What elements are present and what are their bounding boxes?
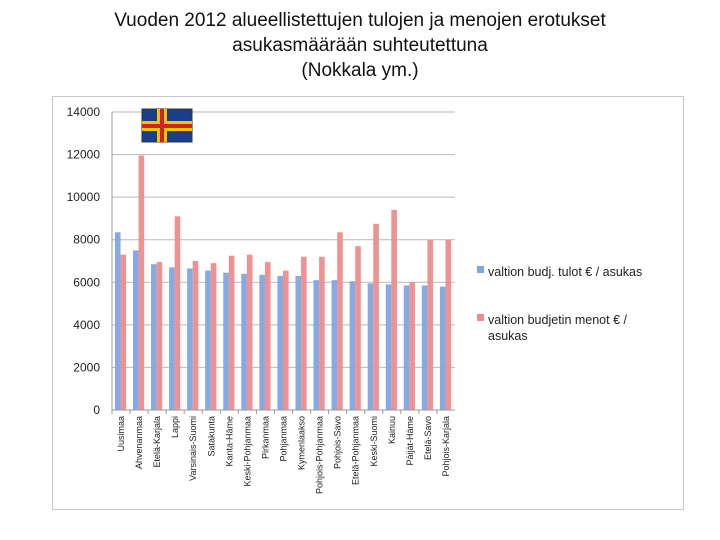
bar-tulot — [114, 232, 121, 410]
bar-menot — [427, 239, 434, 410]
category-label: Lappi — [170, 416, 180, 438]
bars — [114, 155, 452, 410]
y-tick-label: 14000 — [67, 105, 101, 119]
bar-tulot — [421, 285, 428, 410]
bar-menot — [138, 155, 145, 410]
category-label: Etelä-Savo — [423, 416, 433, 460]
bar-tulot — [151, 264, 157, 410]
category-label: Pohjois-Karjala — [441, 416, 451, 477]
bar-tulot — [169, 267, 175, 410]
category-label: Pirkanmaa — [260, 416, 270, 459]
bar-menot — [156, 262, 163, 410]
y-tick-label: 8000 — [73, 233, 100, 247]
category-label: Pohjois-Pohjanmaa — [315, 416, 325, 494]
bar-menot — [355, 246, 361, 410]
bar-menot — [337, 232, 343, 410]
legend: valtion budj. tulot € / asukas valtion bu… — [477, 265, 642, 343]
category-label: Pohjois-Savo — [333, 416, 343, 469]
y-tick-labels: 0 2000 4000 6000 8000 10000 12000 14000 — [67, 105, 101, 417]
y-tick-label: 6000 — [73, 275, 100, 289]
bar-menot — [264, 262, 271, 410]
bar-tulot — [403, 285, 410, 410]
legend-label: asukas — [488, 329, 528, 343]
aland-flag — [141, 108, 193, 143]
category-label: Ahvenanmaa — [134, 416, 144, 469]
bar-tulot — [259, 274, 265, 410]
category-label: Satakunta — [206, 416, 216, 457]
bar-menot — [409, 282, 415, 410]
category-label: Pohjanmaa — [279, 416, 289, 462]
bar-tulot — [132, 250, 139, 410]
bar-tulot — [277, 275, 283, 410]
bar-menot — [246, 254, 253, 410]
title-line-1: Vuoden 2012 alueellistettujen tulojen ja… — [114, 10, 606, 31]
category-label: Etelä-Karjala — [152, 416, 162, 468]
slide-title: Vuoden 2012 alueellistettujen tulojen ja… — [0, 8, 720, 83]
category-label: Etelä-Pohjanmaa — [351, 416, 361, 485]
bar-menot — [445, 239, 452, 410]
bar-tulot — [439, 286, 446, 410]
bar-tulot — [385, 284, 392, 410]
bar-menot — [391, 209, 397, 410]
y-tick-label: 10000 — [67, 190, 101, 204]
bar-menot — [174, 216, 181, 410]
title-line-3: (Nokkala ym.) — [301, 60, 419, 81]
category-label: Kainuu — [387, 416, 397, 444]
bar-menot — [210, 263, 217, 410]
bar-menot — [319, 256, 325, 410]
category-label: Päijät-Häme — [405, 416, 415, 466]
flag-cross-inner-h — [142, 124, 192, 128]
category-label: Varsinais-Suomi — [188, 416, 198, 481]
bar-tulot — [241, 273, 247, 410]
y-tick-label: 2000 — [73, 360, 100, 374]
legend-swatch — [477, 314, 484, 321]
bar-menot — [120, 254, 127, 410]
title-line-2: asukasmäärään suhteutettuna — [232, 35, 488, 56]
bar-menot — [301, 256, 307, 410]
category-label: Kymenlaakso — [297, 416, 307, 470]
bar-menot — [228, 255, 235, 410]
category-label: Keski-Pohjanmaa — [242, 416, 252, 487]
bar-tulot — [223, 272, 229, 410]
legend-label: valtion budj. tulot € / asukas — [488, 265, 642, 279]
bar-menot — [283, 270, 289, 410]
category-label: Uusimaa — [116, 416, 126, 452]
category-label: Keski-Suomi — [369, 416, 379, 467]
bar-tulot — [187, 268, 193, 410]
axes — [111, 112, 455, 414]
legend-swatch — [477, 266, 484, 273]
y-tick-label: 12000 — [67, 148, 101, 162]
y-tick-label: 4000 — [73, 318, 100, 332]
bar-menot — [192, 261, 199, 410]
legend-label: valtion budjetin menot € / — [488, 313, 628, 327]
category-labels: Uusimaa Ahvenanmaa Etelä-Karjala Lappi Varsi… — [116, 416, 451, 494]
bar-menot — [373, 223, 379, 410]
category-label: Kanta-Häme — [224, 416, 234, 467]
bar-tulot — [313, 280, 320, 410]
bar-tulot — [295, 275, 302, 410]
bar-tulot — [349, 281, 356, 410]
y-tick-label: 0 — [93, 403, 100, 417]
bar-tulot — [367, 283, 374, 410]
bar-tulot — [205, 270, 211, 410]
bar-tulot — [331, 280, 338, 410]
